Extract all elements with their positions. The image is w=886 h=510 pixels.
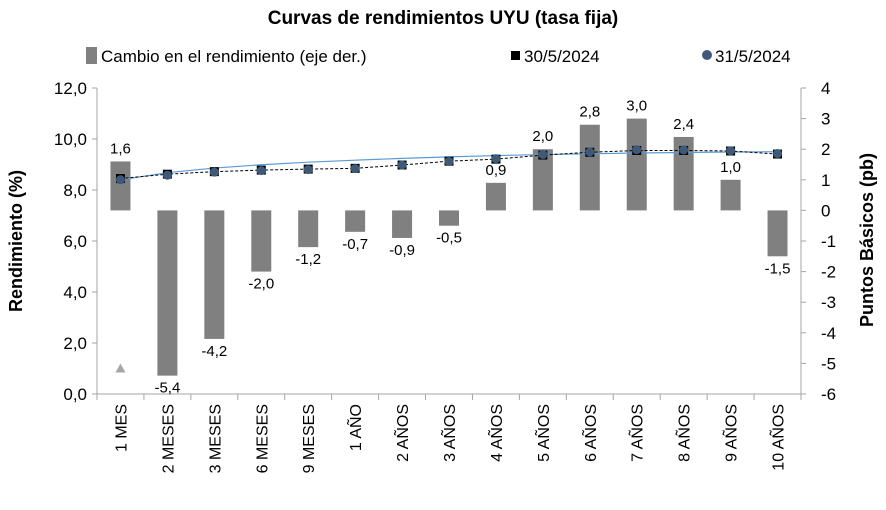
marker-31-5 xyxy=(538,150,548,160)
x-tick-label: 10 AÑOS xyxy=(768,404,788,471)
marker-31-5 xyxy=(679,145,689,155)
marker-31-5 xyxy=(256,166,266,176)
bars xyxy=(110,118,788,376)
y-left-tick-label: 12,0 xyxy=(54,79,87,98)
bar-change xyxy=(204,210,225,339)
x-tick-label: 3 AÑOS xyxy=(439,404,459,462)
bar-data-label: 0,9 xyxy=(486,162,507,179)
x-tick-label: 5 AÑOS xyxy=(533,404,553,462)
y-right-tick-label: -3 xyxy=(821,293,836,312)
marker-31-5 xyxy=(115,175,125,185)
bar-data-label: 2,0 xyxy=(532,128,553,145)
legend: Cambio en el rendimiento (eje der.) 30/5… xyxy=(86,47,791,66)
bar-data-label: 1,0 xyxy=(720,159,741,176)
bar-data-label: -1,5 xyxy=(765,260,791,277)
x-tick-label: 2 MESES xyxy=(160,404,177,473)
y-right-tick-label: -2 xyxy=(821,263,836,282)
triangle-marker xyxy=(115,363,126,373)
x-tick-label: 8 AÑOS xyxy=(674,404,694,462)
y-axis-right-label: Puntos Básicos (pb) xyxy=(857,153,877,327)
x-tick-label: 6 AÑOS xyxy=(580,404,600,462)
x-tick-label: 1 AÑO xyxy=(345,404,365,451)
bar-data-label: -2,0 xyxy=(248,276,274,293)
y-axis-left-label: Rendimiento (%) xyxy=(6,170,26,312)
bar-data-label: -5,4 xyxy=(154,380,180,397)
bar-change xyxy=(485,182,506,211)
x-tick-label: 9 MESES xyxy=(301,404,318,473)
bar-data-label: 1,6 xyxy=(110,140,131,157)
marker-31-5 xyxy=(350,164,360,174)
bar-data-label: -0,7 xyxy=(342,236,368,253)
lines xyxy=(115,145,783,373)
marker-31-5 xyxy=(773,149,783,159)
marker-31-5 xyxy=(491,154,501,164)
bar-change xyxy=(532,149,553,211)
axes: 0,0 2,0 4,0 6,0 8,0 10,0 12,0 -6 -5 -4 -3 -2 -1 0 1 2 3 4… xyxy=(54,79,836,473)
bar-data-label: -4,2 xyxy=(201,343,227,360)
bar-change xyxy=(720,179,741,211)
x-tick-label: 2 AÑOS xyxy=(392,404,412,462)
chart-title: Curvas de rendimientos UYU (tasa fija) xyxy=(268,8,619,29)
bar-change xyxy=(767,210,788,257)
marker-31-5 xyxy=(397,160,407,170)
y-right-tick-label: 1 xyxy=(821,171,830,190)
y-right-tick-label: 0 xyxy=(821,201,830,220)
bar-data-label: -1,2 xyxy=(295,251,321,268)
marker-31-5 xyxy=(209,167,219,177)
x-tick-label: 7 AÑOS xyxy=(627,404,647,462)
x-tick-label: 6 MESES xyxy=(254,404,271,473)
bar-data-label: 3,0 xyxy=(626,98,647,115)
legend-swatch-change xyxy=(86,47,97,64)
legend-label-31-5: 31/5/2024 xyxy=(715,47,791,66)
y-left-tick-label: 0,0 xyxy=(63,385,87,404)
legend-marker-31-5 xyxy=(702,50,712,60)
x-tick-label: 9 AÑOS xyxy=(721,404,741,462)
bar-change xyxy=(673,136,694,211)
marker-31-5 xyxy=(632,145,642,155)
bar-data-label: -0,9 xyxy=(389,242,415,259)
y-left-tick-label: 8,0 xyxy=(63,181,87,200)
bar-data-label: 2,8 xyxy=(579,104,600,121)
bar-change xyxy=(579,124,600,211)
bar-change xyxy=(626,118,647,211)
bar-change xyxy=(251,210,272,272)
bar-data-label: -0,5 xyxy=(436,230,462,247)
legend-label-30-5: 30/5/2024 xyxy=(524,47,600,66)
bar-data-label: 2,4 xyxy=(673,116,694,133)
bar-change xyxy=(110,161,131,211)
y-right-tick-label: -4 xyxy=(821,324,836,343)
labels: 1,6 -5,4 -4,2 -2,0 -1,2 -0,7 -0,9 -0,5 0,9 2,0 2,8… xyxy=(110,98,790,397)
marker-31-5 xyxy=(162,170,172,180)
bar-change xyxy=(439,210,459,226)
legend-label-change: Cambio en el rendimiento (eje der.) xyxy=(101,47,367,66)
y-right-tick-label: -6 xyxy=(821,385,836,404)
marker-31-5 xyxy=(444,156,454,166)
marker-31-5 xyxy=(585,147,595,157)
legend-marker-30-5 xyxy=(511,51,520,60)
marker-31-5 xyxy=(303,165,313,175)
bar-change xyxy=(345,210,366,232)
y-right-tick-label: -1 xyxy=(821,232,836,251)
y-left-tick-label: 10,0 xyxy=(54,130,87,149)
bar-change xyxy=(157,210,178,376)
y-right-tick-label: -5 xyxy=(821,354,836,373)
x-tick-label: 1 MES xyxy=(113,404,130,452)
bar-change xyxy=(298,210,319,248)
y-left-tick-label: 4,0 xyxy=(63,283,87,302)
marker-31-5 xyxy=(726,146,736,156)
y-right-tick-label: 3 xyxy=(821,110,830,129)
bar-change xyxy=(392,210,413,238)
y-left-tick-label: 2,0 xyxy=(63,334,87,353)
y-left-tick-label: 6,0 xyxy=(63,232,87,251)
x-tick-label: 4 AÑOS xyxy=(486,404,506,462)
y-right-tick-label: 2 xyxy=(821,140,830,159)
y-right-tick-label: 4 xyxy=(821,79,830,98)
x-tick-label: 3 MESES xyxy=(207,404,224,473)
